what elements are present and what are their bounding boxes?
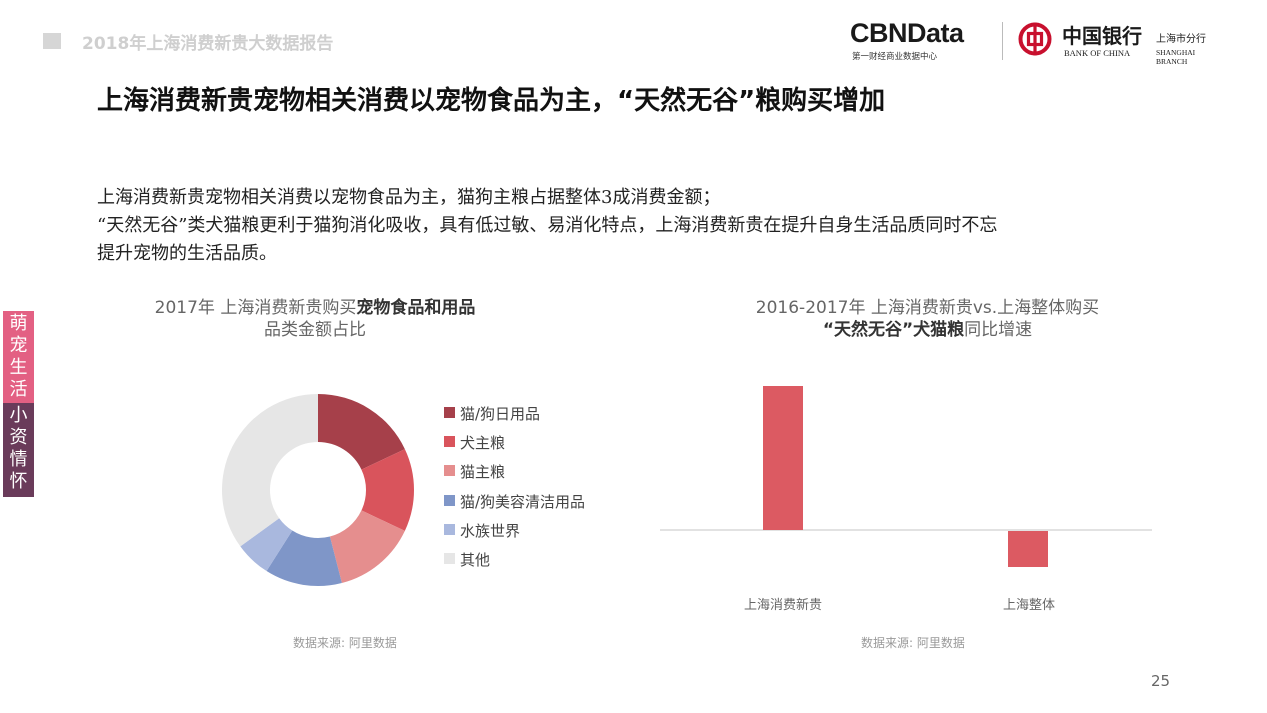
donut-title-part1: 2017年 上海消费新贵购买 [154, 298, 357, 318]
bar [763, 386, 803, 530]
legend-label: 其他 [460, 550, 491, 569]
bar [1008, 531, 1048, 567]
left-chart-source: 数据来源: 阿里数据 [293, 636, 397, 650]
legend-swatch [444, 407, 455, 418]
donut-title-bold: 宠物食品和用品 [356, 298, 476, 318]
legend-label: 猫/狗日用品 [460, 405, 541, 423]
bar-chart [660, 386, 1152, 567]
legend-label: 水族世界 [460, 521, 521, 540]
slide-headline: 上海消费新贵宠物相关消费以宠物食品为主，“天然无谷”粮购买增加 [97, 86, 886, 116]
cbndata-logo-subtitle: 第一财经商业数据中心 [852, 52, 938, 62]
legend-swatch [444, 552, 455, 564]
header-square-mark [43, 33, 61, 49]
side-tab-char: 怀 [9, 471, 28, 492]
legend-label: 猫主粮 [460, 463, 506, 482]
donut-slice [361, 449, 414, 531]
bar-category-label: 上海消费新贵 [743, 598, 822, 613]
boc-name-cn: 中国银行 [1062, 24, 1142, 48]
side-tab-petty-bourgeois: 小 资 情 怀 [3, 403, 34, 497]
legend-swatch [444, 494, 455, 506]
side-tab-char: 情 [9, 449, 28, 470]
boc-branch-cn: 上海市分行 [1156, 34, 1206, 45]
donut-slice [266, 530, 342, 586]
legend-swatch [444, 436, 455, 448]
cbndata-logo: CBNData [850, 18, 964, 48]
boc-branch-en: SHANGHAI BRANCH [1156, 48, 1196, 66]
body-paragraph: 上海消费新贵宠物相关消费以宠物食品为主，猫狗主粮占据整体3成消费金额； “天然无… [97, 184, 1177, 268]
brand-divider [1002, 22, 1003, 60]
bar-title-line1: 2016-2017年 上海消费新贵vs.上海整体购买 [755, 298, 1100, 318]
donut-chart [222, 394, 414, 586]
side-tab-char: 生 [9, 357, 28, 378]
body-line: 提升宠物的生活品质。 [97, 243, 277, 264]
donut-slice [329, 510, 405, 583]
donut-title-line2: 品类金额占比 [264, 320, 366, 340]
report-title: 2018年上海消费新贵大数据报告 [82, 34, 334, 54]
brand-logos: CBNData 第一财经商业数据中心 中国银行 BANK OF CHINA 上海… [850, 18, 1220, 66]
body-line: “天然无谷”类犬猫粮更利于猫狗消化吸收，具有低过敏、易消化特点，上海消费新贵在提… [97, 215, 998, 236]
legend-label: 猫/狗美容清洁用品 [460, 492, 586, 511]
bank-of-china-logo-icon [1018, 22, 1052, 56]
side-tab-char: 资 [9, 427, 28, 448]
side-tab-char: 活 [9, 379, 28, 400]
bar-chart-title: 2016-2017年 上海消费新贵vs.上海整体购买 “天然无谷”犬猫粮同比增速 [700, 297, 1155, 341]
bar-title-bold: “天然无谷”犬猫粮 [822, 320, 965, 340]
right-chart-source: 数据来源: 阿里数据 [861, 636, 965, 650]
legend-swatch [444, 523, 455, 535]
side-tab-pet-life: 萌 宠 生 活 [3, 311, 34, 403]
bar-title-tail: 同比增速 [964, 320, 1033, 340]
side-tab-char: 小 [9, 405, 28, 426]
boc-name-en: BANK OF CHINA [1064, 48, 1131, 58]
page-number: 25 [1151, 672, 1171, 690]
donut-chart-title: 2017年 上海消费新贵购买宠物食品和用品 品类金额占比 [130, 297, 500, 341]
body-line: 上海消费新贵宠物相关消费以宠物食品为主，猫狗主粮占据整体3成消费金额； [97, 187, 721, 208]
legend-swatch [444, 465, 455, 477]
side-tab-char: 宠 [9, 335, 28, 356]
side-tab-char: 萌 [9, 313, 28, 334]
donut-slice [240, 518, 293, 572]
bar-category-label: 上海整体 [1002, 598, 1055, 613]
legend-label: 犬主粮 [460, 434, 506, 453]
donut-slice [222, 394, 318, 547]
donut-slice [318, 394, 405, 470]
